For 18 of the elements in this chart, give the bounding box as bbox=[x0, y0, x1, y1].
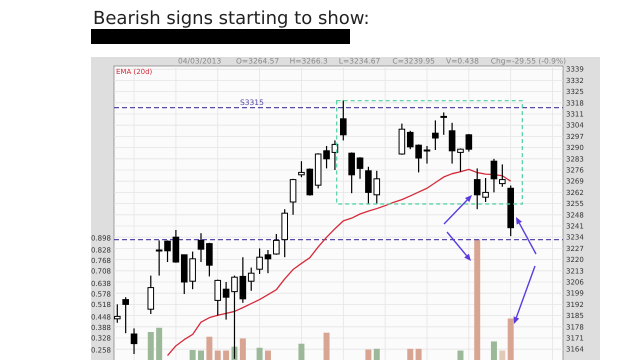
candlestick bbox=[373, 170, 380, 204]
candlestick bbox=[248, 267, 255, 292]
chart-title: Bearish signs starting to show: bbox=[93, 8, 370, 29]
candlestick bbox=[122, 296, 129, 334]
candlestick bbox=[298, 160, 305, 178]
candlestick bbox=[130, 328, 138, 355]
candlestick bbox=[474, 168, 481, 210]
candlestick bbox=[273, 233, 280, 256]
candlestick bbox=[290, 178, 296, 216]
candlestick bbox=[214, 279, 222, 316]
candlestick bbox=[147, 275, 154, 315]
candlestick bbox=[406, 130, 414, 150]
candlestick bbox=[365, 166, 372, 204]
candlestick bbox=[440, 112, 448, 136]
candlestick bbox=[432, 120, 439, 151]
candlestick bbox=[189, 251, 196, 290]
candlestick bbox=[482, 177, 489, 203]
candlestick bbox=[340, 100, 347, 141]
